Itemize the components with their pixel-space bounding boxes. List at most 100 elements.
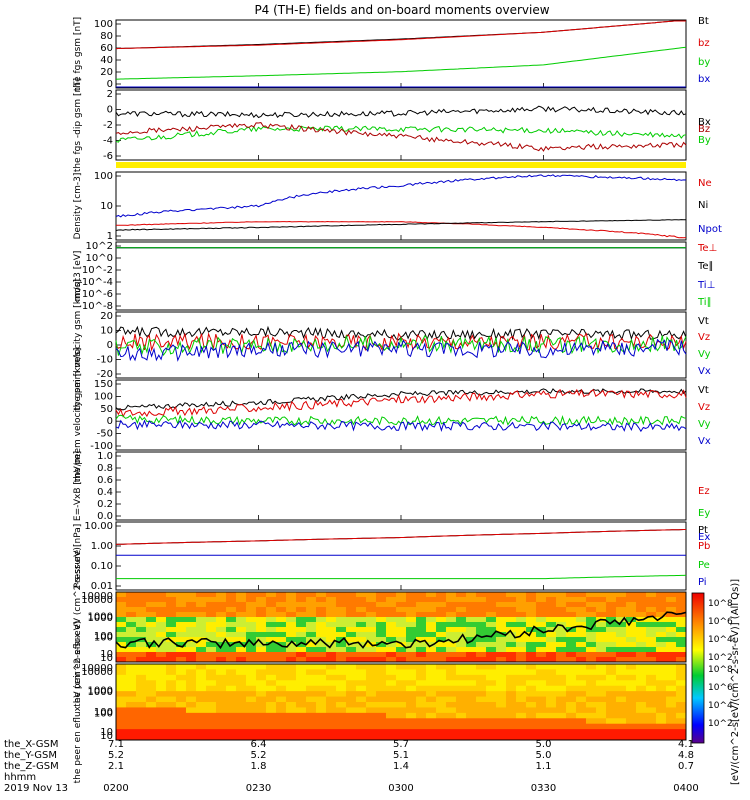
heatmap-cell	[376, 657, 387, 663]
heatmap-cell	[126, 723, 137, 730]
heatmap-cell	[546, 718, 557, 725]
heatmap-cell	[326, 707, 337, 714]
series-line-Vx	[115, 338, 687, 362]
heatmap-cell	[396, 647, 407, 653]
heatmap-cell	[606, 691, 617, 698]
heatmap-cell	[176, 597, 187, 603]
heatmap-cell	[426, 592, 437, 598]
heatmap-cell	[306, 622, 317, 628]
heatmap-cell	[346, 723, 357, 730]
heatmap-cell	[356, 669, 367, 676]
footer-z-value: 1.4	[393, 761, 409, 772]
heatmap-cell	[216, 597, 227, 603]
heatmap-cell	[506, 674, 517, 681]
heatmap-cell	[166, 674, 177, 681]
heatmap-cell	[256, 642, 267, 648]
heatmap-cell	[116, 647, 127, 653]
heatmap-cell	[586, 592, 597, 598]
heatmap-cell	[426, 702, 437, 708]
heatmap-cell	[616, 602, 627, 608]
heatmap-cell	[296, 592, 307, 598]
heatmap-cell	[416, 657, 427, 663]
heatmap-cell	[666, 612, 677, 618]
heatmap-cell	[556, 680, 567, 687]
heatmap-cell	[626, 718, 637, 725]
heatmap-cell	[236, 696, 247, 703]
heatmap-cell	[516, 622, 527, 628]
heatmap-cell	[566, 637, 577, 643]
heatmap-cell	[146, 622, 157, 628]
heatmap-cell	[366, 734, 377, 741]
heatmap-cell	[456, 696, 467, 703]
heatmap-cell	[306, 674, 317, 681]
heatmap-cell	[266, 685, 277, 692]
heatmap-cell	[146, 718, 157, 725]
heatmap-cell	[126, 664, 137, 670]
y-tick-label: 10^-2	[82, 265, 113, 276]
heatmap-cell	[336, 707, 347, 714]
heatmap-cell	[656, 680, 667, 687]
heatmap-cell	[276, 607, 287, 613]
heatmap-cell	[426, 602, 437, 608]
heatmap-cell	[206, 696, 217, 703]
heatmap-cell	[116, 669, 127, 676]
heatmap-cell	[376, 674, 387, 681]
heatmap-cell	[236, 637, 247, 643]
heatmap-cell	[136, 607, 147, 613]
heatmap-cell	[136, 657, 147, 663]
heatmap-cell	[176, 723, 187, 730]
heatmap-cell	[486, 696, 497, 703]
heatmap-cell	[116, 691, 127, 698]
heatmap-cell	[666, 652, 677, 658]
heatmap-cell	[666, 691, 677, 698]
heatmap-cell	[636, 664, 647, 670]
heatmap-cell	[156, 723, 167, 730]
heatmap-cell	[346, 597, 357, 603]
heatmap-cell	[236, 597, 247, 603]
heatmap-cell	[596, 718, 607, 725]
heatmap-cell	[646, 674, 657, 681]
heatmap-cell	[386, 632, 397, 638]
heatmap-cell	[346, 734, 357, 741]
heatmap-cell	[166, 592, 177, 598]
heatmap-cell	[656, 718, 667, 725]
heatmap-cell	[336, 622, 347, 628]
heatmap-cell	[576, 622, 587, 628]
heatmap-cell	[316, 691, 327, 698]
heatmap-cell	[416, 707, 427, 714]
heatmap-cell	[536, 602, 547, 608]
heatmap-cell	[226, 729, 237, 736]
heatmap-cell	[226, 718, 237, 725]
heatmap-cell	[396, 602, 407, 608]
y-tick-label: 1.00	[91, 541, 113, 552]
figure-title: P4 (TH-E) fields and on-board moments ov…	[254, 3, 549, 17]
heatmap-cell	[276, 680, 287, 687]
heatmap-cell	[396, 632, 407, 638]
heatmap-cell	[636, 707, 647, 714]
heatmap-cell	[666, 637, 677, 643]
heatmap-cell	[436, 622, 447, 628]
heatmap-cell	[556, 696, 567, 703]
heatmap-cell	[156, 632, 167, 638]
heatmap-cell	[656, 642, 667, 648]
heatmap-cell	[256, 597, 267, 603]
heatmap-cell	[156, 652, 167, 658]
heatmap-cell	[226, 627, 237, 633]
heatmap-cell	[146, 632, 157, 638]
heatmap-cell	[526, 632, 537, 638]
heatmap-cell	[526, 723, 537, 730]
heatmap-cell	[186, 612, 197, 618]
heatmap-cell	[156, 602, 167, 608]
y-tick-label: 0	[107, 416, 113, 427]
heatmap-cell	[506, 632, 517, 638]
heatmap-cell	[426, 712, 437, 719]
colorbar-tick-label: 10^2	[708, 719, 733, 729]
heatmap-cell	[446, 617, 457, 623]
heatmap-cell	[656, 592, 667, 598]
heatmap-cell	[666, 627, 677, 633]
heatmap-cell	[346, 592, 357, 598]
heatmap-cell	[296, 702, 307, 708]
heatmap-cell	[256, 637, 267, 643]
heatmap-cell	[556, 642, 567, 648]
heatmap-cell	[456, 707, 467, 714]
